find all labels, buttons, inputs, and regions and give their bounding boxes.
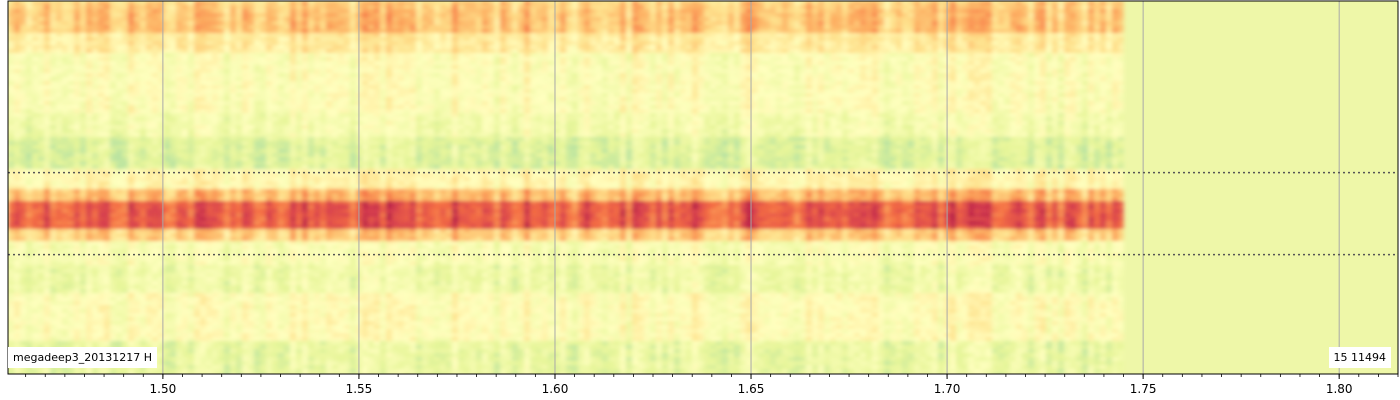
- x-tick-label: 1.70: [934, 382, 961, 396]
- aperture-lines: [8, 171, 1398, 256]
- spectrum-heatmap: [8, 1, 1124, 374]
- x-axis: 1.50 1.55 1.60 1.65 1.70 1.75 1.80: [25, 374, 1399, 396]
- x-tick-label: 1.80: [1326, 382, 1353, 396]
- x-tick-label: 1.60: [542, 382, 569, 396]
- id-label: 15 11494: [1328, 347, 1391, 368]
- object-label: megadeep3_20131217 H: [8, 347, 157, 368]
- vertical-grid: [162, 1, 1340, 374]
- x-tick-label: 1.55: [346, 382, 373, 396]
- plot-frame: [7, 0, 1399, 375]
- x-tick-label: 1.75: [1130, 382, 1157, 396]
- x-tick-label: 1.50: [150, 382, 177, 396]
- x-tick-label: 1.65: [738, 382, 765, 396]
